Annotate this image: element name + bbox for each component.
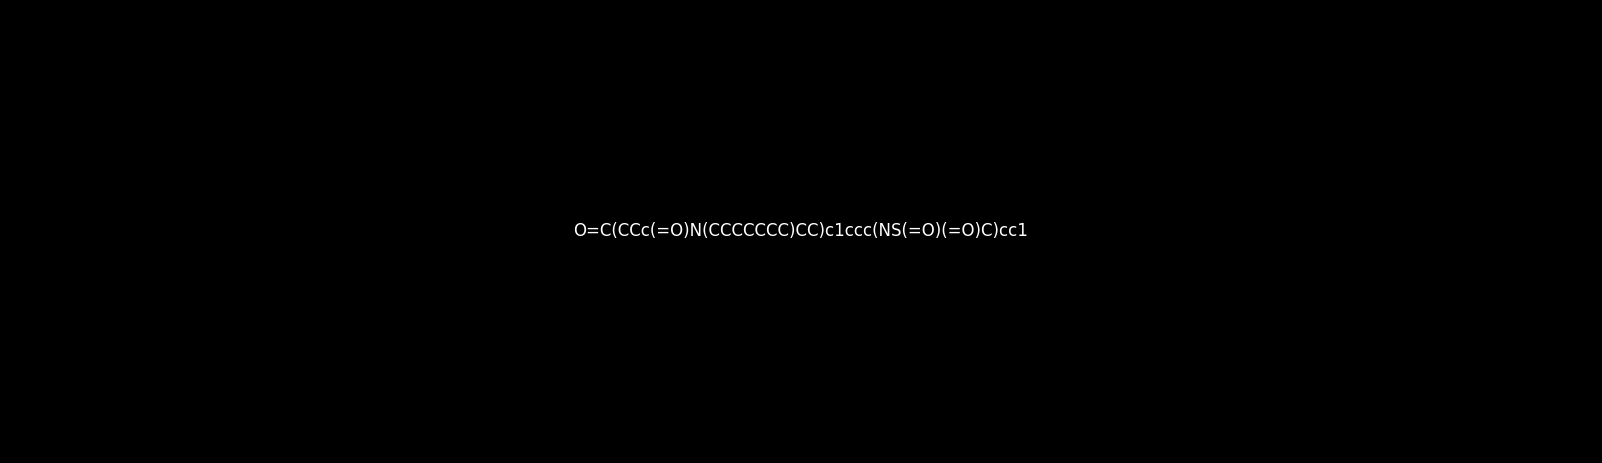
Text: O=C(CCc(=O)N(CCCCCCC)CC)c1ccc(NS(=O)(=O)C)cc1: O=C(CCc(=O)N(CCCCCCC)CC)c1ccc(NS(=O)(=O)…: [574, 223, 1028, 240]
